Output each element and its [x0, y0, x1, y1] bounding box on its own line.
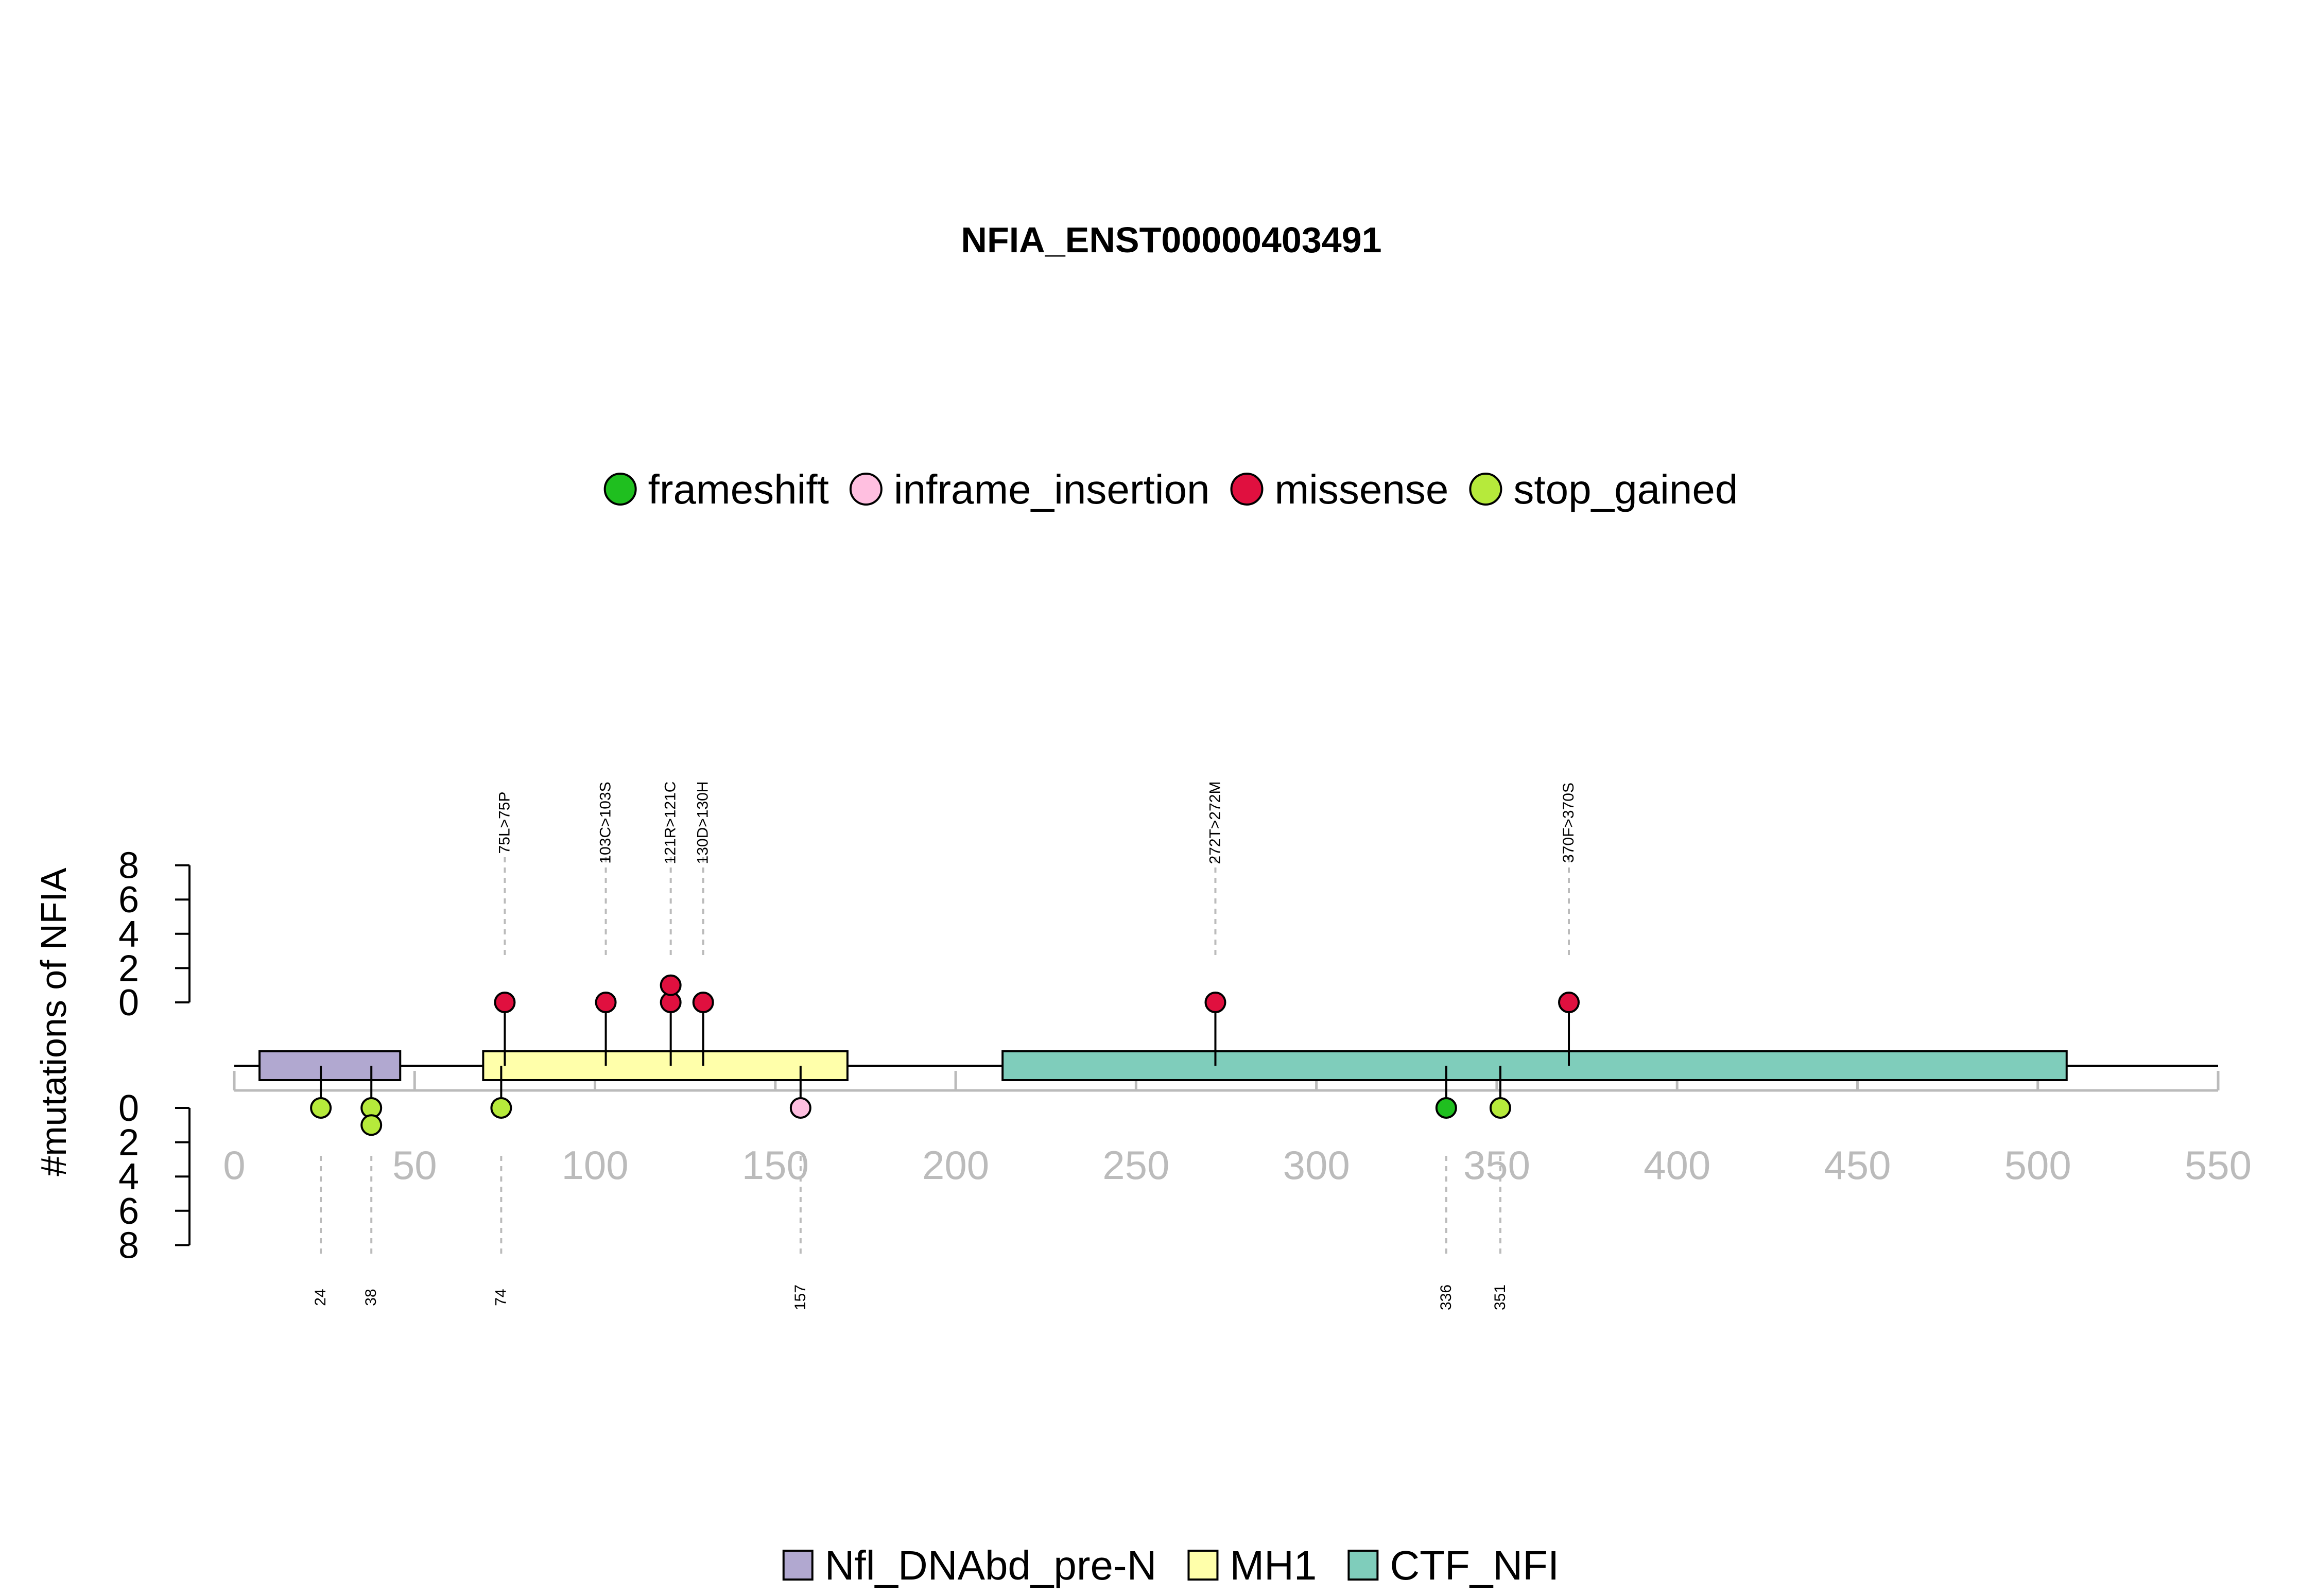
mutation-label-103c-103s: 103C>103S [597, 782, 614, 863]
legend-label-ctf-nfi: CTF_NFI [1390, 1542, 1559, 1588]
legend-label-nfl-dnabd-pre-n: Nfl_DNAbd_pre-N [825, 1542, 1157, 1588]
y-axis-label: #mutations of NFIA [33, 868, 74, 1176]
x-tick-label: 450 [1824, 1142, 1891, 1188]
domain-boxes [258, 1050, 2068, 1081]
y-tick-label-bottom: 4 [118, 1156, 139, 1198]
legend-dot-stop-gained [1469, 473, 1502, 506]
mutation-dot-74 [490, 1097, 512, 1119]
x-tick-label: 100 [561, 1142, 628, 1188]
y-tick-label-bottom: 6 [118, 1191, 139, 1232]
legend-label-stop-gained: stop_gained [1513, 466, 1738, 512]
x-tick-label: 300 [1283, 1142, 1350, 1188]
mutation-dot-75l-75p [494, 992, 516, 1013]
mutation-dot-351 [1489, 1097, 1511, 1119]
domain-legend: Nfl_DNAbd_pre-N MH1 CTF_NFI [782, 1542, 1559, 1588]
x-tick-label: 250 [1102, 1142, 1169, 1188]
domain-ctf-nfi [1001, 1050, 2068, 1081]
mutation-dot-121r-121c [660, 974, 682, 996]
chart-title: NFIA_ENST00000403491 [961, 220, 1381, 260]
y-tick-label-top: 4 [118, 914, 139, 955]
mutation-label-38: 38 [362, 1289, 379, 1306]
mutation-label-157: 157 [792, 1285, 809, 1310]
y-tick-label-top: 8 [118, 845, 139, 887]
mutation-dot-272t-272m [1204, 992, 1226, 1013]
legend-dot-frameshift [603, 473, 637, 506]
x-axis: 0 50 100 150 200 250 300 350 400 450 500 550 [223, 1071, 2252, 1188]
x-tick-label: 150 [742, 1142, 809, 1188]
mutation-dot-336 [1435, 1097, 1457, 1119]
mutation-label-351: 351 [1492, 1285, 1509, 1310]
x-tick-label: 350 [1463, 1142, 1530, 1188]
domain-nfl-dnabd-pre-n [258, 1050, 402, 1081]
guide-lines [320, 857, 1570, 1256]
mutation-dot-24 [310, 1097, 332, 1119]
x-tick-label: 550 [2185, 1142, 2252, 1188]
mutation-dot-130d-130h [692, 992, 714, 1013]
lollipop-dots [310, 974, 1580, 1136]
legend-label-missense: missense [1275, 466, 1449, 512]
mutation-type-legend: frameshift inframe_insertion missense stop_… [603, 466, 1738, 512]
mutation-label-370f-370s: 370F>370S [1560, 783, 1577, 863]
y-tick-label-bottom: 8 [118, 1225, 139, 1266]
legend-label-inframe-insertion: inframe_insertion [894, 466, 1210, 512]
mutation-label-272t-272m: 272T>272M [1206, 782, 1223, 864]
x-tick-label: 400 [1644, 1142, 1710, 1188]
x-tick-label: 50 [392, 1142, 437, 1188]
legend-box-ctf-nfi [1347, 1550, 1379, 1581]
legend-box-nfl-dnabd-pre-n [782, 1550, 814, 1581]
y-tick-label-top: 0 [118, 982, 139, 1023]
mutation-dot-370f-370s [1558, 992, 1580, 1013]
mutation-label-74: 74 [492, 1289, 509, 1306]
mutation-dot-157 [789, 1097, 811, 1119]
x-tick-label: 0 [223, 1142, 245, 1188]
legend-label-frameshift: frameshift [648, 466, 829, 512]
domain-mh1 [482, 1050, 849, 1081]
y-tick-label-bottom: 2 [118, 1122, 139, 1164]
y-tick-label-bottom: 0 [118, 1088, 139, 1129]
mutation-label-121r-121c: 121R>121C [662, 782, 679, 864]
mutation-label-75l-75p: 75L>75P [496, 792, 513, 854]
x-tick-label: 200 [922, 1142, 989, 1188]
legend-dot-inframe-insertion [849, 473, 883, 506]
y-tick-label-top: 6 [118, 879, 139, 921]
legend-dot-missense [1230, 473, 1264, 506]
mutation-label-130d-130h: 130D>130H [695, 782, 712, 864]
mutation-dot-103c-103s [595, 992, 617, 1013]
x-tick-label: 500 [2004, 1142, 2071, 1188]
mutation-label-336: 336 [1438, 1285, 1455, 1310]
legend-label-mh1: MH1 [1230, 1542, 1317, 1588]
mutation-labels: 75L>75P 103C>103S 121R>121C 130D>130H 272T>2… [312, 782, 1577, 1311]
mutation-dot-38 [360, 1114, 383, 1136]
legend-box-mh1 [1187, 1550, 1219, 1581]
mutation-label-24: 24 [312, 1289, 329, 1306]
y-tick-label-top: 2 [118, 948, 139, 989]
